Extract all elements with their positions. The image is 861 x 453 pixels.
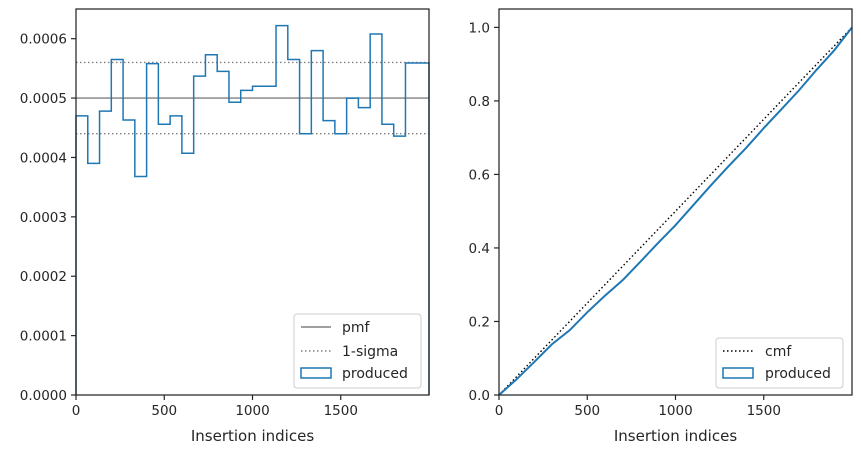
right-x-tick-label: 0 <box>495 403 504 419</box>
right-x-tick-label: 1000 <box>658 403 692 419</box>
right-y-tick-label: 0.8 <box>469 94 490 110</box>
left-histogram-panel: 0 500 1000 1500 0.0000 0.0001 0.0002 0.0003 0.0… <box>20 8 430 445</box>
produced-histogram-step <box>75 24 430 395</box>
left-y-tick-label: 0.0005 <box>20 91 67 107</box>
right-cumulative-panel: 0 500 1000 1500 0.0 0.2 0.4 0.6 0.8 1.0 Insertio… <box>469 8 853 445</box>
left-y-tick-label: 0.0001 <box>20 329 67 345</box>
legend-1sigma-label: 1-sigma <box>342 344 398 360</box>
left-legend-box <box>293 313 422 389</box>
right-legend: cmf produced <box>715 337 844 389</box>
legend-produced-swatch <box>300 367 332 379</box>
left-y-tick-label: 0.0006 <box>20 32 67 48</box>
legend-produced-label: produced <box>342 366 408 382</box>
left-y-tick-label: 0.0000 <box>20 388 67 404</box>
right-y-tick-label: 0.4 <box>469 241 490 257</box>
left-x-tick-label: 0 <box>72 403 81 419</box>
legend-produced-label-right: produced <box>765 366 831 382</box>
right-y-tick-label: 0.0 <box>469 388 490 404</box>
right-y-tick-label: 1.0 <box>469 20 490 36</box>
left-x-tick-label: 1000 <box>235 403 269 419</box>
legend-pmf-label: pmf <box>342 320 371 336</box>
produced-cumulative-line <box>498 26 853 396</box>
right-y-tick-label: 0.2 <box>469 314 490 330</box>
left-x-tick-label: 500 <box>151 403 177 419</box>
right-y-tick-label: 0.6 <box>469 167 490 183</box>
left-legend: pmf 1-sigma produced <box>293 313 422 389</box>
legend-cmf-label: cmf <box>765 344 792 360</box>
left-x-axis-label: Insertion indices <box>191 427 314 445</box>
left-y-tick-label: 0.0003 <box>20 210 67 226</box>
cmf-line <box>498 26 853 396</box>
right-x-tick-label: 500 <box>574 403 600 419</box>
right-plot-area <box>499 9 852 395</box>
legend-produced-swatch-right <box>722 367 754 379</box>
left-x-tick-label: 1500 <box>324 403 358 419</box>
left-y-tick-label: 0.0004 <box>20 150 67 166</box>
right-x-tick-label: 1500 <box>747 403 781 419</box>
right-x-axis-label: Insertion indices <box>614 427 737 445</box>
left-y-tick-label: 0.0002 <box>20 269 67 285</box>
